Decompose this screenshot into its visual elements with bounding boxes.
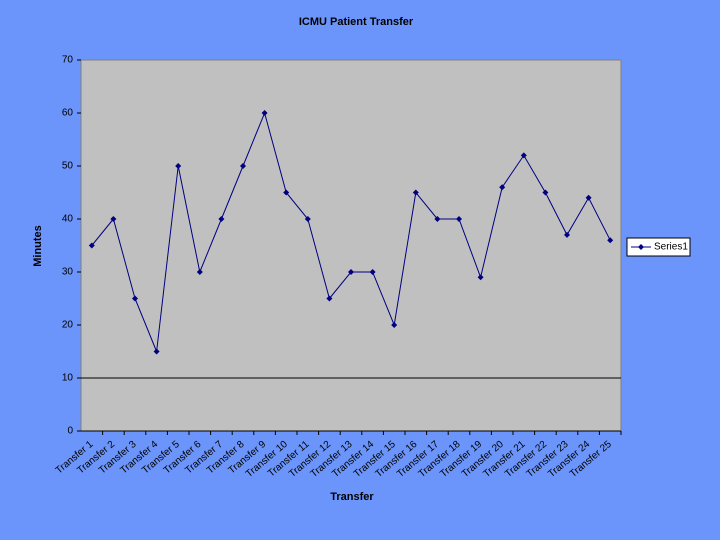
y-tick-label: 0 — [67, 426, 73, 437]
point — [153, 348, 160, 355]
x-axis-title: Transfer — [330, 491, 374, 503]
plot-area — [80, 59, 622, 432]
point — [304, 216, 311, 222]
y-tick-label: 70 — [62, 55, 74, 66]
legend — [626, 237, 691, 257]
point — [132, 295, 138, 302]
point — [369, 269, 376, 275]
legend-marker — [638, 244, 644, 250]
point — [326, 295, 333, 302]
y-tick-label: 10 — [62, 373, 74, 384]
y-tick-label: 60 — [62, 108, 74, 119]
point — [564, 231, 570, 238]
point — [585, 194, 592, 201]
legend-label: Series1 — [654, 242, 688, 253]
y-tick-label: 30 — [62, 267, 74, 278]
point — [175, 163, 182, 169]
chart-title: ICMU Patient Transfer — [299, 16, 414, 28]
point — [520, 152, 527, 159]
point — [110, 216, 117, 222]
point — [283, 189, 290, 196]
point — [412, 189, 419, 196]
point — [240, 163, 246, 169]
point — [218, 216, 225, 222]
point — [477, 274, 484, 281]
point — [261, 110, 268, 116]
point — [456, 216, 462, 222]
point — [434, 216, 441, 222]
point — [391, 322, 398, 328]
point — [542, 189, 549, 196]
y-tick-label: 50 — [62, 161, 74, 172]
point — [348, 269, 354, 275]
point — [607, 237, 614, 244]
y-tick-label: 20 — [62, 320, 74, 331]
point — [88, 242, 95, 249]
y-tick-label: 40 — [62, 214, 74, 225]
y-axis-title: Minutes — [32, 225, 44, 267]
point — [499, 184, 506, 191]
point — [196, 269, 203, 275]
